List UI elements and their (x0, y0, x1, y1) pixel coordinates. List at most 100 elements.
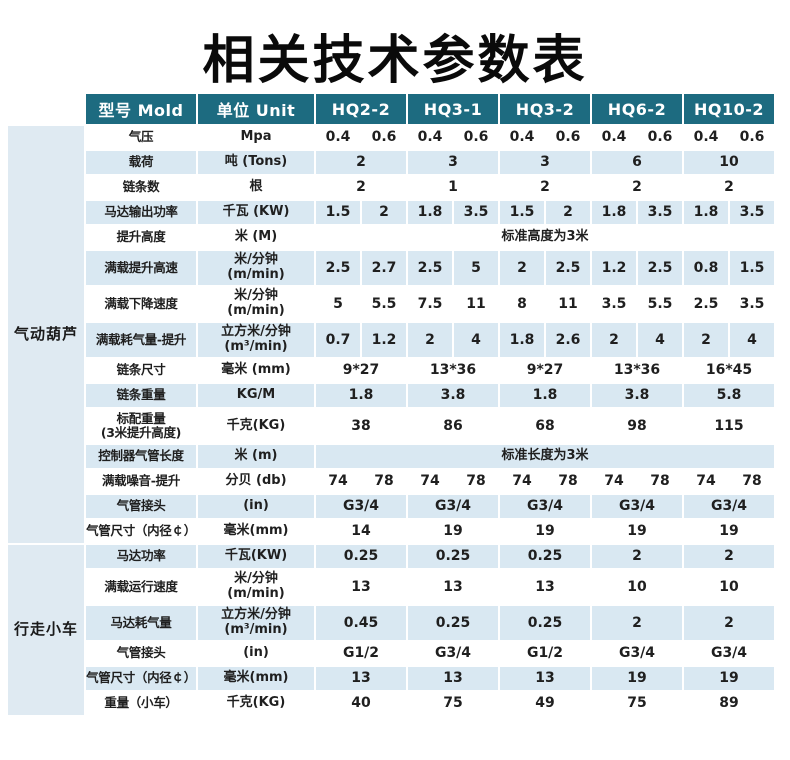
row-unit: 米 (M) (198, 226, 314, 249)
table-row: 控制器气管长度米 (m) 标准长度为3米 (8, 445, 774, 468)
row-unit: 立方米/分钟 (m³/min) (198, 323, 314, 357)
value-cell: 1.5 (500, 201, 544, 224)
value-cell: 2 (684, 323, 728, 357)
row-label: 链条尺寸 (86, 359, 196, 382)
value-cell: 4 (730, 323, 774, 357)
value-cell: 13*36 (408, 359, 498, 382)
value-cell: 5 (316, 287, 360, 321)
value-cell: G3/4 (408, 642, 498, 665)
value-cell: 75 (408, 692, 498, 715)
value-cell: 1.8 (408, 201, 452, 224)
row-unit: 毫米 (mm) (198, 359, 314, 382)
header-model-hq3-1: HQ3-1 (408, 94, 498, 124)
value-cell: 9*27 (500, 359, 590, 382)
row-label: 满载运行速度 (86, 570, 196, 604)
row-unit: 毫米(mm) (198, 520, 314, 543)
value-cell: G3/4 (684, 642, 774, 665)
value-cell: 0.4 (500, 126, 544, 149)
value-cell: 2 (316, 176, 406, 199)
row-label: 气压 (86, 126, 196, 149)
value-cell: 1.5 (316, 201, 360, 224)
row-unit: (in) (198, 495, 314, 518)
value-cell: 11 (546, 287, 590, 321)
value-cell: 38 (316, 409, 406, 443)
value-cell: 2 (316, 151, 406, 174)
row-label: 满载噪音-提升 (86, 470, 196, 493)
value-cell: 2 (592, 323, 636, 357)
value-cell: 74 (592, 470, 636, 493)
value-cell: 0.8 (684, 251, 728, 285)
value-cell: 14 (316, 520, 406, 543)
row-label: 重量（小车） (86, 692, 196, 715)
table-row: 链条尺寸 毫米 (mm) 9*27 13*36 9*27 13*36 16*45 (8, 359, 774, 382)
table-row: 链条重量 KG/M 1.8 3.8 1.8 3.8 5.8 (8, 384, 774, 407)
value-cell: 0.6 (546, 126, 590, 149)
header-model-column: 型号 Mold (86, 94, 196, 124)
row-unit: 分贝 (db) (198, 470, 314, 493)
table-row: 满载下降速度 米/分钟 (m/min) 5 5.5 7.5 11 8 11 3.5 5.5 2.5 3.… (8, 287, 774, 321)
value-cell: 3.5 (730, 201, 774, 224)
value-cell: 6 (592, 151, 682, 174)
parameters-table: 型号 Mold 单位 Unit HQ2-2 HQ3-1 HQ3-2 HQ6-2 … (6, 92, 776, 717)
value-cell: 74 (500, 470, 544, 493)
value-cell: 86 (408, 409, 498, 443)
table-row: 气动葫芦 气压 Mpa 0.4 0.6 0.4 0.6 0.4 0.6 0.4 0.6 0.4 0.6 (8, 126, 774, 543)
value-cell: G3/4 (592, 495, 682, 518)
value-cell: 19 (592, 667, 682, 690)
row-label: 链条重量 (86, 384, 196, 407)
value-cell: 19 (408, 520, 498, 543)
value-cell: 2 (684, 606, 774, 640)
value-cell: 2 (684, 545, 774, 568)
row-label: 气管接头 (86, 495, 196, 518)
value-cell: 1.5 (730, 251, 774, 285)
value-cell: 10 (684, 151, 774, 174)
table-row: 马达输出功率 千瓦 (KW) 1.5 2 1.8 3.5 1.5 2 1.8 3.5 1.8 3.5 (8, 201, 774, 224)
value-cell: 3.8 (408, 384, 498, 407)
value-cell: G3/4 (316, 495, 406, 518)
row-unit: KG/M (198, 384, 314, 407)
row-label: 控制器气管长度 (86, 445, 196, 468)
table-row: 气管接头 (in) G3/4 G3/4 G3/4 G3/4 G3/4 (8, 495, 774, 518)
value-cell: 1 (408, 176, 498, 199)
value-cell: 98 (592, 409, 682, 443)
row-unit: 根 (198, 176, 314, 199)
value-cell: 0.4 (316, 126, 360, 149)
row-unit: 千瓦(KW) (198, 545, 314, 568)
value-cell: 3.5 (592, 287, 636, 321)
value-cell: G1/2 (316, 642, 406, 665)
table-row: 满载运行速度 米/分钟 (m/min) 13 13 13 10 10 (8, 570, 774, 604)
row-label: 气管接头 (86, 642, 196, 665)
table-row: 满载提升高速 米/分钟 (m/min) 2.5 2.7 2.5 5 2 2.5 1.2 2.5 0.8… (8, 251, 774, 285)
value-cell: 2 (500, 251, 544, 285)
row-unit: 米/分钟 (m/min) (198, 570, 314, 604)
row-unit: 千克(KG) (198, 409, 314, 443)
value-cell: 2.5 (316, 251, 360, 285)
value-cell: 0.25 (408, 606, 498, 640)
table-row: 气管接头 (in) G1/2 G3/4 G1/2 G3/4 G3/4 (8, 642, 774, 665)
value-cell: 10 (684, 570, 774, 604)
value-cell: 74 (316, 470, 360, 493)
value-cell: 16*45 (684, 359, 774, 382)
row-unit: (in) (198, 642, 314, 665)
row-unit: 吨 (Tons) (198, 151, 314, 174)
section-label: 行走小车 (8, 545, 84, 715)
row-label: 马达功率 (86, 545, 196, 568)
value-cell: 10 (592, 570, 682, 604)
value-cell: 0.4 (408, 126, 452, 149)
row-span-value: 标准高度为3米 (316, 226, 774, 249)
row-unit: Mpa (198, 126, 314, 149)
value-cell: 78 (454, 470, 498, 493)
value-cell: 3 (500, 151, 590, 174)
table-row: 气管尺寸（内径￠） 毫米(mm) 13 13 13 19 19 (8, 667, 774, 690)
value-cell: 5 (454, 251, 498, 285)
row-label: 满载耗气量-提升 (86, 323, 196, 357)
value-cell: 2.7 (362, 251, 406, 285)
table-row: 行走小车 马达功率 千瓦(KW) 0.25 0.25 0.25 2 2 (8, 545, 774, 715)
value-cell: 9*27 (316, 359, 406, 382)
value-cell: 5.5 (638, 287, 682, 321)
value-cell: 0.6 (730, 126, 774, 149)
value-cell: 2 (592, 606, 682, 640)
value-cell: 89 (684, 692, 774, 715)
row-unit: 立方米/分钟 (m³/min) (198, 606, 314, 640)
